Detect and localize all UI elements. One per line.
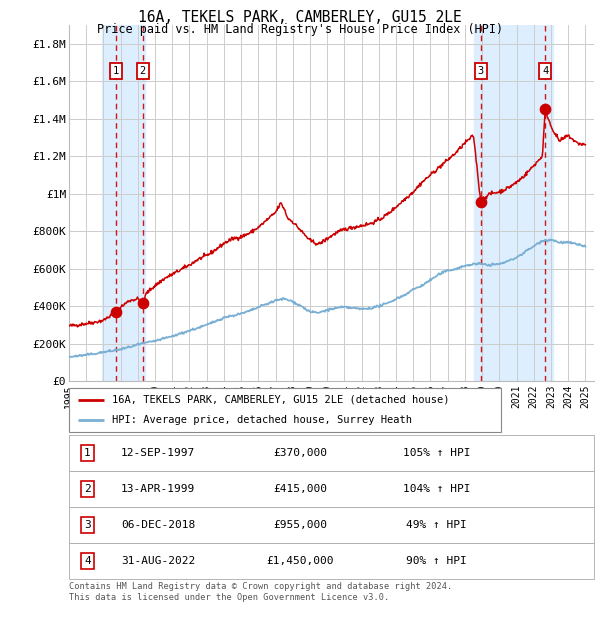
Text: £370,000: £370,000 (273, 448, 327, 458)
Text: 13-APR-1999: 13-APR-1999 (121, 484, 196, 494)
Text: 105% ↑ HPI: 105% ↑ HPI (403, 448, 470, 458)
Bar (473, 25, 553, 381)
Text: 1: 1 (113, 66, 119, 76)
Text: 49% ↑ HPI: 49% ↑ HPI (406, 520, 467, 530)
Text: 31-AUG-2022: 31-AUG-2022 (121, 556, 196, 566)
Text: £1,450,000: £1,450,000 (266, 556, 334, 566)
Bar (102, 25, 145, 381)
Text: 12-SEP-1997: 12-SEP-1997 (121, 448, 196, 458)
Point (138, 298, 148, 308)
FancyBboxPatch shape (69, 435, 594, 471)
Text: 2: 2 (84, 484, 91, 494)
Text: 16A, TEKELS PARK, CAMBERLEY, GU15 2LE (detached house): 16A, TEKELS PARK, CAMBERLEY, GU15 2LE (d… (112, 394, 450, 405)
Text: 3: 3 (478, 66, 484, 76)
Text: 16A, TEKELS PARK, CAMBERLEY, GU15 2LE: 16A, TEKELS PARK, CAMBERLEY, GU15 2LE (138, 10, 462, 25)
Point (541, 104, 550, 114)
Text: 90% ↑ HPI: 90% ↑ HPI (406, 556, 467, 566)
Text: £955,000: £955,000 (273, 520, 327, 530)
FancyBboxPatch shape (69, 543, 594, 579)
Text: 4: 4 (542, 66, 548, 76)
Text: 1: 1 (84, 448, 91, 458)
FancyBboxPatch shape (69, 471, 594, 507)
Point (111, 307, 121, 317)
Text: 104% ↑ HPI: 104% ↑ HPI (403, 484, 470, 494)
Text: 06-DEC-2018: 06-DEC-2018 (121, 520, 196, 530)
FancyBboxPatch shape (69, 388, 501, 432)
Text: 3: 3 (84, 520, 91, 530)
Point (476, 197, 485, 207)
Text: Price paid vs. HM Land Registry's House Price Index (HPI): Price paid vs. HM Land Registry's House … (97, 23, 503, 36)
Text: 2: 2 (140, 66, 146, 76)
Text: Contains HM Land Registry data © Crown copyright and database right 2024.
This d: Contains HM Land Registry data © Crown c… (69, 582, 452, 601)
Text: 4: 4 (84, 556, 91, 566)
FancyBboxPatch shape (69, 507, 594, 543)
Text: £415,000: £415,000 (273, 484, 327, 494)
Text: HPI: Average price, detached house, Surrey Heath: HPI: Average price, detached house, Surr… (112, 415, 412, 425)
